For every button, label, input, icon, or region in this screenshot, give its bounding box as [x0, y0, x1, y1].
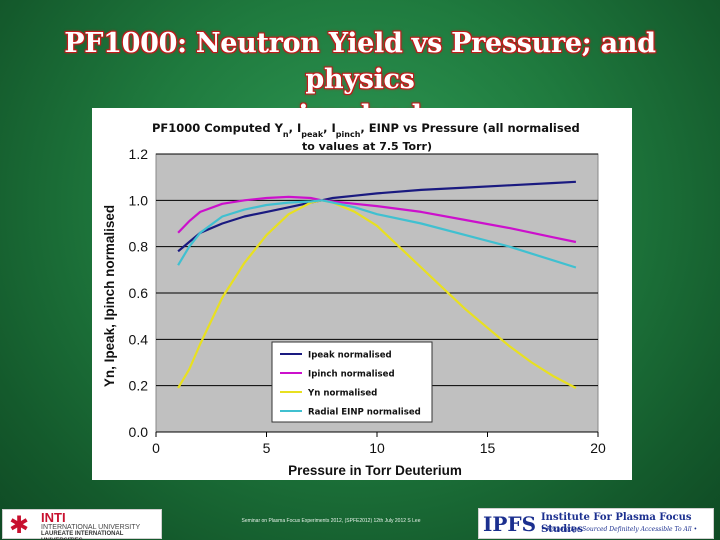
ipfs-logo-name: Institute For Plasma Focus Studies [541, 512, 692, 535]
legend-label-4: Radial EINP normalised [308, 408, 421, 418]
line-chart: 0.0 0.2 0.4 0.6 0.8 1.0 1.2 0 5 10 15 20 Ipeak norma… [102, 121, 606, 478]
x-tick-label: 0 [152, 440, 160, 456]
chart-title-line1: PF1000 Computed Yn, Ipeak, Ipinch, EINP … [152, 121, 580, 139]
footer-citation: Seminar on Plasma Focus Experiments 2012… [241, 518, 421, 524]
inti-logo-sub: INTERNATIONAL UNIVERSITY [41, 524, 141, 531]
series-line-3 [177, 199, 577, 389]
inti-logo: ✱ INTI INTERNATIONAL UNIVERSITY LAUREATE… [2, 509, 162, 540]
slide-title-line1: PF1000: Neutron Yield vs Pressure; and p… [64, 28, 656, 95]
y-tick-label: 0.4 [129, 331, 149, 347]
legend-box [271, 341, 433, 423]
y-axis-label: Yn, Ipeak, Ipinch normalised [102, 205, 117, 387]
y-tick-label: 1.0 [129, 192, 149, 208]
y-tick-label: 0.2 [129, 378, 149, 394]
x-tick-label: 15 [480, 440, 496, 456]
slide-title: PF1000: Neutron Yield vs Pressure; and p… [10, 26, 710, 134]
plot-area: 0.0 0.2 0.4 0.6 0.8 1.0 1.2 0 5 10 15 20 Ipeak norma… [129, 146, 606, 456]
ipfs-logo: IPFS Institute For Plasma Focus Studies … [478, 508, 714, 539]
chart-title-line2: to values at 7.5 Torr) [302, 140, 432, 153]
ipfs-logo-abbr: IPFS [483, 512, 537, 536]
inti-logo-main: INTI [41, 510, 66, 525]
y-tick-label: 0.6 [129, 285, 149, 301]
y-tick-label: 1.2 [129, 146, 149, 162]
legend-label-2: Ipinch normalised [308, 370, 395, 380]
y-tick-label: 0.8 [129, 239, 149, 255]
series-line-4 [177, 199, 577, 269]
chart-panel: 0.0 0.2 0.4 0.6 0.8 1.0 1.2 0 5 10 15 20 Ipeak norma… [92, 108, 632, 480]
x-tick-label: 10 [369, 440, 385, 456]
y-tick-label: 0.0 [129, 424, 149, 440]
inti-star-icon: ✱ [8, 511, 30, 539]
x-tick-label: 20 [590, 440, 606, 456]
legend-label-3: Yn normalised [307, 389, 377, 399]
x-tick-label: 5 [263, 440, 271, 456]
x-axis-label: Pressure in Torr Deuterium [288, 463, 462, 478]
inti-logo-sub2: LAUREATE INTERNATIONAL UNIVERSITIES [41, 531, 124, 540]
legend-label-1: Ipeak normalised [308, 351, 392, 361]
ipfs-logo-tagline: • Knowledge Sourced Definitely Accessibl… [541, 526, 698, 533]
